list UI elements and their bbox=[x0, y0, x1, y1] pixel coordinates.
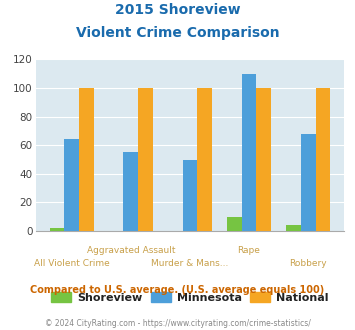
Bar bbox=[64, 140, 79, 231]
Text: Violent Crime Comparison: Violent Crime Comparison bbox=[76, 26, 279, 40]
Bar bbox=[227, 217, 242, 231]
Bar bbox=[301, 134, 316, 231]
Text: Rape: Rape bbox=[237, 246, 261, 255]
Bar bbox=[197, 88, 212, 231]
Bar bbox=[286, 225, 301, 231]
Text: Murder & Mans...: Murder & Mans... bbox=[151, 259, 229, 268]
Bar bbox=[50, 228, 64, 231]
Text: Robbery: Robbery bbox=[289, 259, 327, 268]
Bar bbox=[182, 159, 197, 231]
Text: Aggravated Assault: Aggravated Assault bbox=[87, 246, 175, 255]
Legend: Shoreview, Minnesota, National: Shoreview, Minnesota, National bbox=[47, 288, 333, 308]
Text: 2015 Shoreview: 2015 Shoreview bbox=[115, 3, 240, 17]
Bar bbox=[242, 74, 256, 231]
Bar bbox=[124, 152, 138, 231]
Bar bbox=[138, 88, 153, 231]
Bar bbox=[79, 88, 94, 231]
Text: All Violent Crime: All Violent Crime bbox=[34, 259, 110, 268]
Text: © 2024 CityRating.com - https://www.cityrating.com/crime-statistics/: © 2024 CityRating.com - https://www.city… bbox=[45, 319, 310, 328]
Bar bbox=[256, 88, 271, 231]
Bar bbox=[316, 88, 330, 231]
Text: Compared to U.S. average. (U.S. average equals 100): Compared to U.S. average. (U.S. average … bbox=[31, 285, 324, 295]
